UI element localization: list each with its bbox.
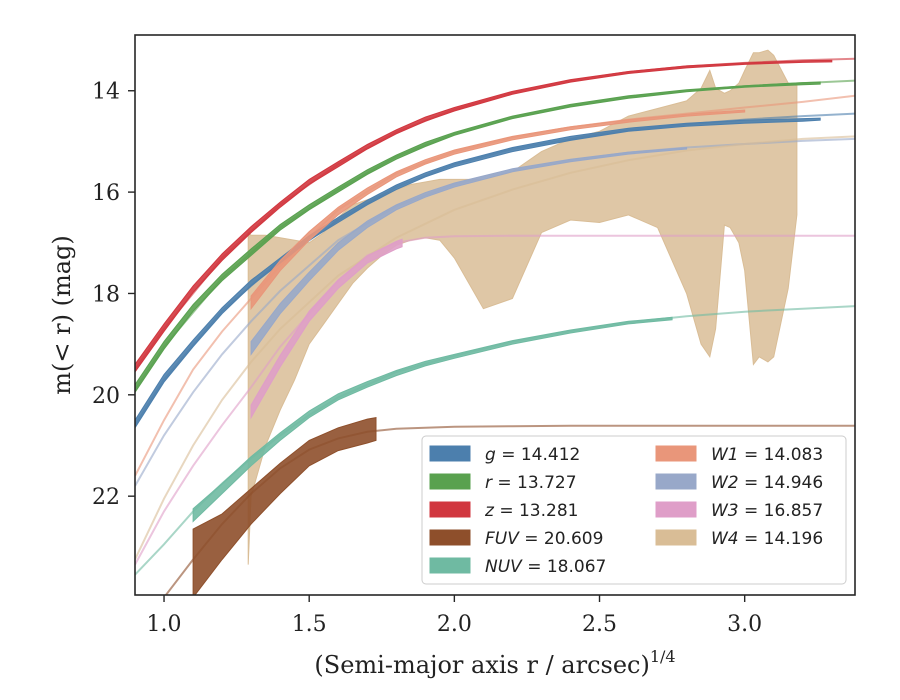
legend-swatch-z bbox=[429, 501, 471, 518]
legend-label-value: = 20.609 bbox=[519, 529, 604, 549]
x-axis-label-exponent: 1/4 bbox=[650, 647, 676, 666]
legend-label-w1: W1 = 14.083 bbox=[711, 445, 823, 465]
legend-label-name: NUV bbox=[485, 557, 523, 577]
legend-label-name: W4 bbox=[711, 529, 739, 549]
legend-swatch-nuv bbox=[429, 557, 471, 574]
legend-label-name: r bbox=[485, 473, 493, 493]
x-axis-label: (Semi-major axis r / arcsec)1/4 bbox=[314, 647, 675, 679]
x-axis: 1.0 1.5 2.0 2.5 3.0 bbox=[147, 595, 762, 637]
y-tick-label: 14 bbox=[92, 80, 120, 105]
x-tick-label: 1.5 bbox=[292, 612, 327, 637]
y-tick-label: 20 bbox=[92, 384, 120, 409]
legend-label-nuv: NUV = 18.067 bbox=[485, 557, 606, 577]
legend-label-value: = 13.727 bbox=[492, 473, 577, 493]
legend-swatch-w2 bbox=[655, 473, 697, 490]
legend-label-value: = 16.857 bbox=[739, 501, 824, 521]
legend-label-w4: W4 = 14.196 bbox=[711, 529, 823, 549]
series-model-lines bbox=[135, 57, 855, 595]
legend-label-name: z bbox=[484, 501, 495, 521]
legend-swatch-w1 bbox=[655, 445, 697, 462]
legend-swatch-g bbox=[429, 445, 471, 462]
legend-label-value: = 14.083 bbox=[739, 445, 824, 465]
plot-frame bbox=[134, 34, 856, 596]
legend-swatch-w3 bbox=[655, 501, 697, 518]
legend-label-value: = 14.946 bbox=[739, 473, 824, 493]
legend-label-value: = 13.281 bbox=[494, 501, 579, 521]
legend-swatch-fuv bbox=[429, 529, 471, 546]
legend-label-value: = 14.412 bbox=[496, 445, 581, 465]
x-tick-label: 1.0 bbox=[147, 612, 182, 637]
series-band-nuv bbox=[192, 316, 673, 523]
legend-label-name: g bbox=[485, 445, 496, 465]
x-tick-label: 2.5 bbox=[582, 612, 617, 637]
legend-label-value: = 14.196 bbox=[739, 529, 824, 549]
legend-label-w3: W3 = 16.857 bbox=[711, 501, 823, 521]
legend-label-w2: W2 = 14.946 bbox=[711, 473, 823, 493]
legend-swatch-w4 bbox=[655, 529, 697, 546]
y-tick-label: 16 bbox=[92, 181, 120, 206]
y-tick-label: 22 bbox=[92, 485, 120, 510]
series-band-w2 bbox=[250, 146, 688, 356]
legend-swatch-r bbox=[429, 473, 471, 490]
legend-label-name: W2 bbox=[711, 473, 739, 493]
legend-label-fuv: FUV = 20.609 bbox=[485, 529, 603, 549]
x-tick-label: 3.0 bbox=[727, 612, 762, 637]
y-tick-label: 18 bbox=[92, 282, 120, 307]
x-tick-label: 2.0 bbox=[437, 612, 472, 637]
legend-label-name: FUV bbox=[485, 529, 520, 549]
legend-label-name: W3 bbox=[711, 501, 739, 521]
legend-label-r: r = 13.727 bbox=[485, 473, 577, 493]
series-band-z bbox=[135, 59, 833, 373]
series-model-line-w4 bbox=[135, 135, 855, 560]
y-axis: 14 16 18 20 22 bbox=[92, 80, 135, 510]
series-band-fuv bbox=[192, 417, 377, 595]
series-band-w3 bbox=[250, 238, 403, 420]
legend-frame bbox=[421, 435, 847, 585]
legend-label-name: W1 bbox=[711, 445, 739, 465]
legend-label-z: z = 13.281 bbox=[484, 501, 578, 521]
legend-label-g: g = 14.412 bbox=[485, 445, 580, 465]
legend-label-value: = 18.067 bbox=[522, 557, 607, 577]
series-band-r bbox=[135, 81, 821, 394]
series-band-w1 bbox=[250, 109, 746, 311]
x-axis-label-text: (Semi-major axis r / arcsec) bbox=[314, 651, 649, 679]
y-axis-label: m(< r) (mag) bbox=[48, 235, 76, 394]
